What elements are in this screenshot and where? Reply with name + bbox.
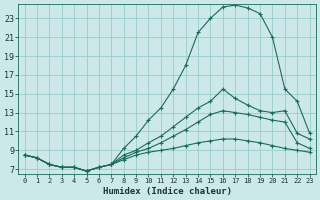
X-axis label: Humidex (Indice chaleur): Humidex (Indice chaleur) (103, 187, 232, 196)
